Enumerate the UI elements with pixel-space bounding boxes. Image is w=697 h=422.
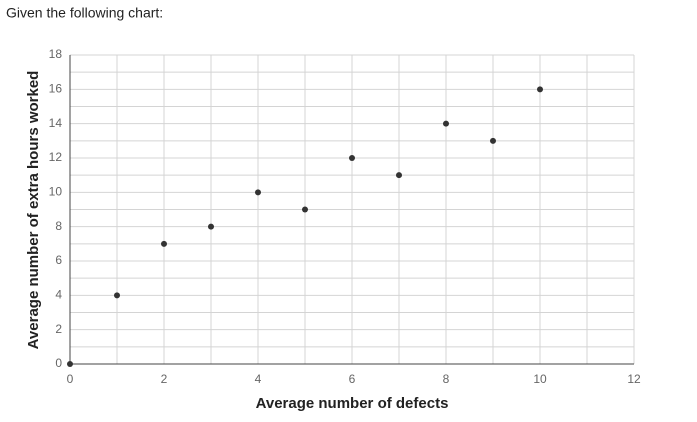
x-tick-label: 12 [627, 372, 641, 386]
point [208, 223, 214, 230]
y-tick-label: 0 [55, 356, 62, 370]
y-tick-label: 12 [49, 150, 63, 164]
y-tick-label: 2 [55, 322, 62, 336]
x-tick-label: 8 [443, 372, 450, 386]
point [490, 137, 496, 144]
x-tick-label: 2 [161, 372, 168, 386]
y-tick-label: 18 [49, 47, 63, 61]
x-tick-label: 4 [255, 372, 262, 386]
x-axis-title: Average number of defects [256, 395, 449, 412]
y-tick-label: 4 [55, 288, 62, 302]
x-tick-label: 0 [67, 372, 74, 386]
y-tick-label: 8 [55, 219, 62, 233]
y-tick-label: 10 [49, 185, 63, 199]
point [349, 155, 355, 161]
y-axis-title: Average number of extra hours worked [25, 71, 42, 350]
y-tick-label: 16 [49, 82, 63, 96]
x-tick-label: 6 [349, 372, 356, 386]
point [255, 189, 261, 196]
point [114, 292, 120, 299]
x-tick-label: 10 [533, 372, 547, 386]
caption: Given the following chart: [6, 5, 163, 21]
point [161, 240, 167, 247]
point [67, 361, 73, 367]
point [396, 172, 402, 179]
point [537, 86, 543, 93]
point [443, 120, 449, 127]
y-tick-label: 14 [49, 116, 63, 130]
point [302, 206, 308, 213]
y-tick-label: 6 [55, 253, 62, 267]
